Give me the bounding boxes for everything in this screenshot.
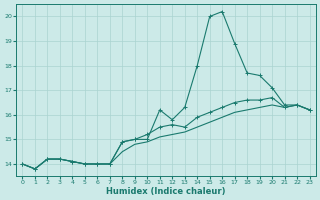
X-axis label: Humidex (Indice chaleur): Humidex (Indice chaleur) [106, 187, 226, 196]
